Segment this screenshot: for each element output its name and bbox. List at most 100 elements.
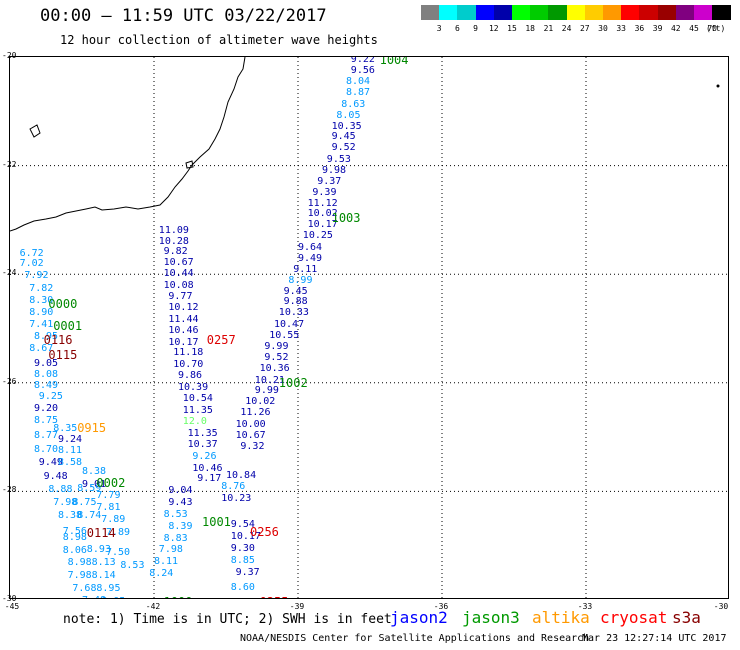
wave-height-value: 9.24 xyxy=(58,434,83,446)
wave-height-value: 9.32 xyxy=(240,440,265,452)
legend-swatch xyxy=(548,5,568,20)
wave-height-value: 9.30 xyxy=(230,542,255,554)
wave-height-value: 7.79 xyxy=(96,489,121,501)
wave-height-value: 10.23 xyxy=(221,493,252,504)
wave-height-value: 10.54 xyxy=(182,393,213,405)
pass-time-label: 1002 xyxy=(278,375,308,390)
wave-height-value: 11.18 xyxy=(173,347,204,359)
wave-height-value: 9.45 xyxy=(331,131,356,143)
coastline xyxy=(10,57,246,232)
wave-height-value: 7.81 xyxy=(96,501,121,513)
wave-height-value: 6.72 xyxy=(19,247,44,259)
lon-tick-label: -42 xyxy=(145,602,161,611)
satellite-cryosat: cryosat xyxy=(600,608,668,627)
wave-height-value: 8.13 xyxy=(91,557,116,569)
lat-tick-label: -20 xyxy=(2,51,17,60)
wave-height-value: 8.11 xyxy=(58,445,83,457)
wave-height-value: 8.87 xyxy=(346,86,371,98)
lon-tick-label: -39 xyxy=(289,602,305,611)
wave-height-value: 7.98 xyxy=(53,497,78,509)
pass-time-label: 0915 xyxy=(77,421,107,436)
wave-height-value: 11.35 xyxy=(187,427,218,439)
wave-height-value: 9.98 xyxy=(322,165,347,177)
legend-label: 15 xyxy=(507,24,517,33)
legend-label: 9 xyxy=(473,24,479,33)
legend-swatch xyxy=(584,5,604,20)
wave-height-value: 8.39 xyxy=(168,521,193,533)
wave-height-value: 8.88 xyxy=(48,484,73,496)
wave-height-value: 9.17 xyxy=(197,473,222,485)
wave-height-value: 8.67 xyxy=(29,343,54,355)
legend-label: 33 xyxy=(616,24,627,33)
wave-height-value: 8.63 xyxy=(341,98,366,110)
wave-height-value: 8.35 xyxy=(53,423,78,435)
legend-label: 30 xyxy=(598,24,608,33)
wave-height-value: 10.84 xyxy=(226,470,257,482)
wave-height-value: 8.08 xyxy=(34,369,59,381)
wave-height-value: 9.64 xyxy=(298,242,323,254)
wave-height-value: 8.11 xyxy=(154,555,179,567)
wave-height-value: 9.25 xyxy=(38,390,63,402)
wave-height-value: 7.92 xyxy=(24,270,49,282)
wave-height-value: 9.53 xyxy=(326,154,351,166)
wave-height-value: 9.86 xyxy=(178,370,203,382)
wave-height-value: 7.56 xyxy=(62,525,87,537)
wave-height-value: 11.12 xyxy=(307,197,338,209)
wave-height-value: 10.55 xyxy=(269,330,300,342)
lon-tick-label: -33 xyxy=(577,602,593,611)
wave-height-value: 8.76 xyxy=(221,481,246,493)
wave-height-value: 11.44 xyxy=(168,313,199,325)
wave-height-value: 10.47 xyxy=(274,319,305,331)
wave-height-value: 8.04 xyxy=(346,75,371,87)
legend-swatch xyxy=(621,5,641,20)
wave-height-value: 8.60 xyxy=(230,582,255,594)
wave-height-value: 10.25 xyxy=(302,230,333,242)
satellite-s3a: s3a xyxy=(672,608,701,627)
wave-height-value: 7.50 xyxy=(106,547,131,559)
wave-height-value: 9.43 xyxy=(168,497,193,509)
legend-swatch xyxy=(694,5,713,20)
legend-label: 27 xyxy=(579,24,590,33)
wave-height-value: 10.08 xyxy=(163,280,194,292)
wave-height-value: 9.05 xyxy=(34,358,59,370)
legend-swatch xyxy=(675,5,695,20)
wave-height-value: 9.54 xyxy=(230,519,255,531)
wave-height-value: 8.75 xyxy=(34,414,59,426)
lat-tick-label: -28 xyxy=(2,485,17,495)
wave-height-value: 9.37 xyxy=(317,175,342,187)
generation-timestamp: Mar 23 12:27:14 UTC 2017 xyxy=(582,633,727,644)
legend-swatch xyxy=(566,5,586,20)
lon-tick-label: -45 xyxy=(4,602,20,611)
page-subtitle: 12 hour collection of altimeter wave hei… xyxy=(60,33,378,47)
legend-unit: (ft) xyxy=(706,24,726,33)
wave-height-value: 8.77 xyxy=(34,430,59,441)
wave-height-value: 10.70 xyxy=(173,359,204,371)
lon-tick-label: -30 xyxy=(713,602,729,611)
wave-height-value: 10.21 xyxy=(254,374,285,386)
wave-height-value: 7.89 xyxy=(101,513,126,525)
wave-height-value: 10.46 xyxy=(168,324,199,336)
wave-height-value: 10.00 xyxy=(235,419,266,431)
wave-height-value: 9.39 xyxy=(312,186,337,198)
wave-height-value: 8.24 xyxy=(149,567,174,579)
legend-label: 42 xyxy=(670,24,681,33)
legend-label: 18 xyxy=(525,24,536,33)
wave-height-value: 8.98 xyxy=(67,557,92,569)
wave-height-value: 9.20 xyxy=(34,402,59,414)
wave-height-value: 8.05 xyxy=(101,597,125,598)
pass-time-label: 0001 xyxy=(53,319,83,334)
wave-height-value: 10.39 xyxy=(178,382,209,394)
wave-height-value: 10.46 xyxy=(192,462,223,474)
legend-swatch xyxy=(457,5,477,20)
wave-height-value: 8.06 xyxy=(62,545,87,557)
wave-height-value: 9.56 xyxy=(350,65,375,77)
pass-time-label: 1004 xyxy=(379,56,409,68)
legend-label: 3 xyxy=(436,24,442,33)
island xyxy=(185,160,194,169)
wave-height-value: 10.33 xyxy=(278,307,309,319)
satellite-jason2: jason2 xyxy=(390,608,448,627)
wave-height-value: 9.37 xyxy=(235,566,260,578)
wave-height-value: 9.26 xyxy=(192,450,217,462)
legend-swatch xyxy=(603,5,622,20)
